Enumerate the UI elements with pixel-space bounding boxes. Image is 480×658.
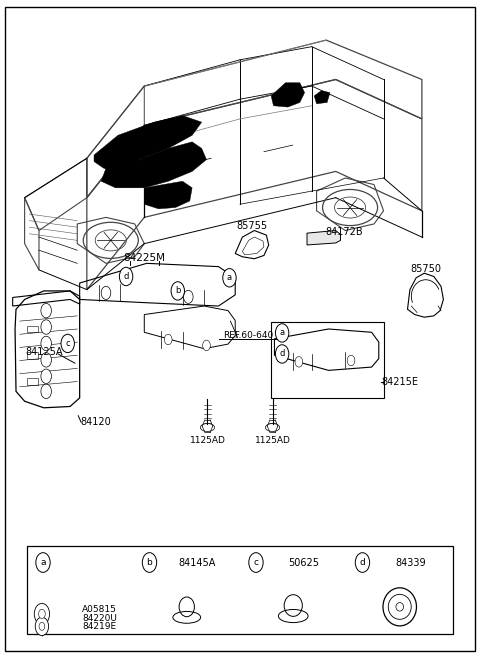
Circle shape bbox=[41, 320, 51, 334]
Polygon shape bbox=[314, 91, 330, 104]
Text: 84220U: 84220U bbox=[82, 614, 117, 623]
Text: 85755: 85755 bbox=[237, 221, 267, 231]
Circle shape bbox=[142, 553, 156, 572]
Circle shape bbox=[41, 336, 51, 351]
Circle shape bbox=[41, 369, 51, 384]
Circle shape bbox=[276, 345, 289, 363]
Circle shape bbox=[295, 357, 303, 367]
Text: 1125AD: 1125AD bbox=[254, 436, 290, 445]
Circle shape bbox=[355, 553, 370, 572]
Text: REF.60-640: REF.60-640 bbox=[223, 331, 273, 340]
Text: 84339: 84339 bbox=[395, 557, 426, 567]
Text: a: a bbox=[40, 558, 46, 567]
Circle shape bbox=[41, 384, 51, 399]
Text: b: b bbox=[175, 286, 180, 295]
Text: 84145A: 84145A bbox=[179, 557, 216, 567]
Text: c: c bbox=[253, 558, 258, 567]
Circle shape bbox=[41, 353, 51, 367]
Circle shape bbox=[41, 303, 51, 318]
Circle shape bbox=[38, 609, 45, 619]
Circle shape bbox=[223, 268, 236, 287]
Text: 1125AD: 1125AD bbox=[190, 436, 226, 445]
Text: d: d bbox=[360, 558, 365, 567]
Text: 50625: 50625 bbox=[288, 557, 319, 567]
Polygon shape bbox=[144, 181, 192, 209]
Text: A05815: A05815 bbox=[82, 605, 117, 615]
Text: a: a bbox=[279, 328, 285, 338]
Text: c: c bbox=[65, 339, 70, 348]
Circle shape bbox=[347, 355, 355, 366]
Text: d: d bbox=[279, 349, 285, 359]
Circle shape bbox=[203, 340, 210, 351]
Circle shape bbox=[61, 334, 74, 353]
FancyBboxPatch shape bbox=[271, 322, 384, 398]
Circle shape bbox=[35, 617, 48, 636]
FancyBboxPatch shape bbox=[27, 545, 453, 634]
Text: 84172B: 84172B bbox=[325, 227, 363, 237]
Circle shape bbox=[36, 553, 50, 572]
Text: 85750: 85750 bbox=[410, 264, 441, 274]
Polygon shape bbox=[94, 116, 202, 172]
Polygon shape bbox=[271, 83, 305, 107]
Circle shape bbox=[101, 286, 111, 299]
Circle shape bbox=[120, 267, 133, 286]
Polygon shape bbox=[123, 165, 137, 174]
Text: 84225M: 84225M bbox=[123, 253, 165, 263]
Circle shape bbox=[249, 553, 263, 572]
Circle shape bbox=[39, 622, 45, 630]
Text: 84125A: 84125A bbox=[25, 347, 62, 357]
Circle shape bbox=[171, 282, 184, 300]
Text: a: a bbox=[227, 273, 232, 282]
Polygon shape bbox=[307, 230, 340, 245]
Circle shape bbox=[183, 290, 193, 303]
Text: 84120: 84120 bbox=[80, 417, 111, 427]
Text: d: d bbox=[123, 272, 129, 281]
FancyBboxPatch shape bbox=[5, 7, 475, 651]
Text: 84215E: 84215E bbox=[382, 376, 419, 386]
Polygon shape bbox=[101, 142, 206, 188]
Text: b: b bbox=[146, 558, 152, 567]
Circle shape bbox=[276, 324, 289, 342]
Circle shape bbox=[164, 334, 172, 345]
Circle shape bbox=[34, 603, 49, 624]
Text: 84219E: 84219E bbox=[83, 622, 117, 631]
